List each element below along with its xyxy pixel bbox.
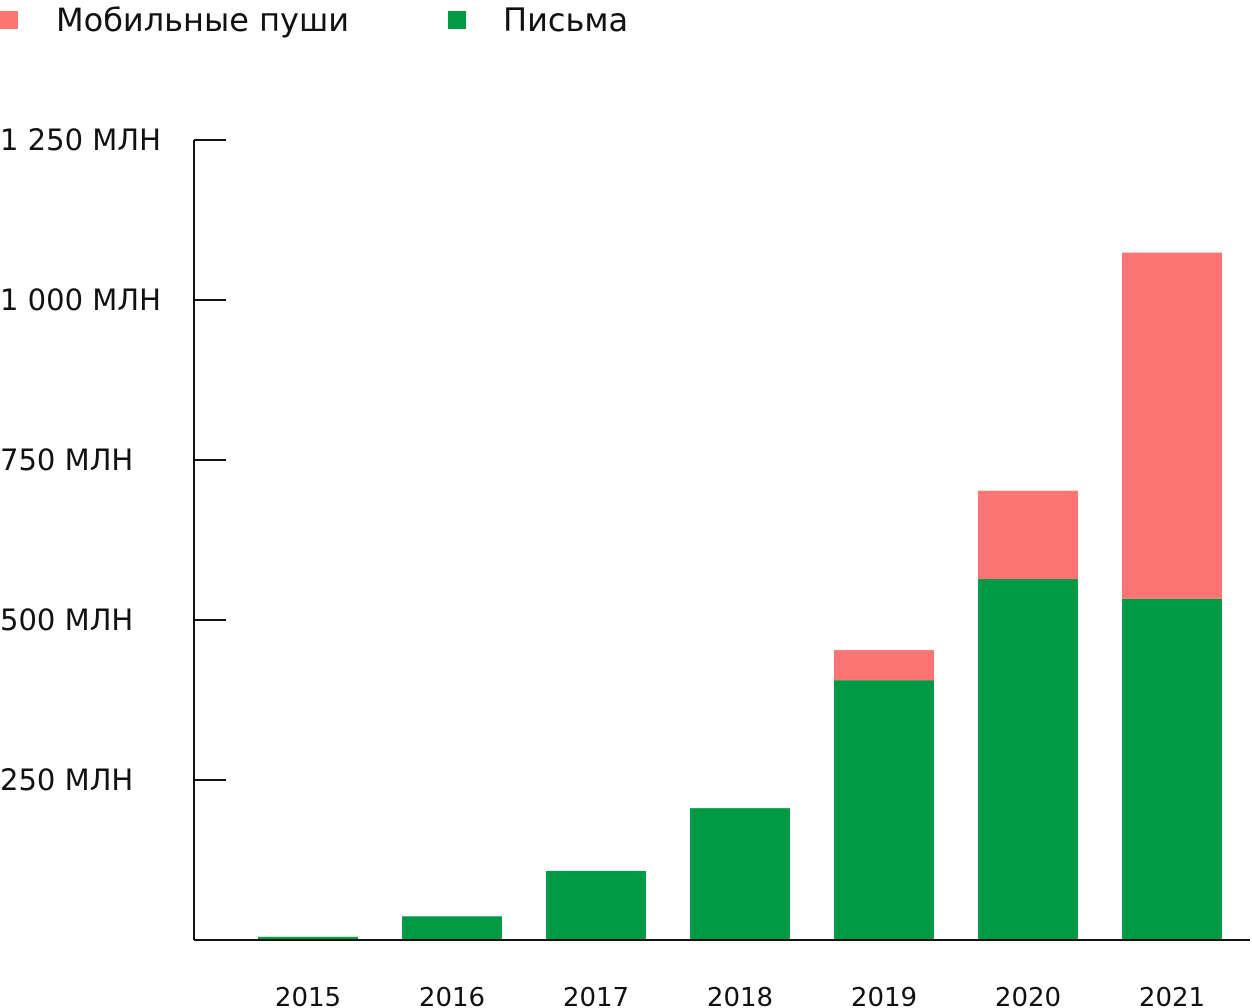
x-tick-label: 2017 [563,983,629,1008]
y-axis: 250 МЛН 500 МЛН 750 МЛН 1 000 МЛН 1 250 МЛН [0,123,226,940]
x-tick-label: 2019 [851,983,917,1008]
bar-letters-2016 [402,916,502,940]
bar-letters-2017 [546,870,646,940]
legend-label-push: Мобильные пуши [56,1,349,39]
chart-legend: Мобильные пуши Письма [0,1,628,39]
bar-letters-2018 [690,808,790,940]
x-tick-label: 2018 [707,983,773,1008]
x-tick-label: 2020 [995,983,1061,1008]
x-axis: 2015 2016 2017 2018 2019 2020 2021 [194,939,1250,1008]
bar-letters-2019 [834,680,934,940]
y-tick-label: 750 МЛН [0,443,133,477]
y-tick-label: 500 МЛН [0,603,133,637]
x-tick-label: 2016 [419,983,485,1008]
bar-push-2021 [1122,252,1222,599]
y-tick-label: 250 МЛН [0,763,133,797]
bar-letters-2021 [1122,598,1222,940]
y-tick-label: 1 250 МЛН [0,123,161,157]
legend-swatch-push [0,11,18,29]
bar-letters-2015 [258,936,358,940]
x-tick-label: 2021 [1139,983,1205,1008]
x-tick-label: 2015 [275,983,341,1008]
bar-push-2020 [978,490,1078,580]
legend-label-letters: Письма [503,1,628,39]
bar-letters-2020 [978,579,1078,940]
bar-series-group [258,252,1222,940]
legend-swatch-letters [448,11,466,29]
bar-push-2019 [834,650,934,681]
y-tick-label: 1 000 МЛН [0,283,161,317]
